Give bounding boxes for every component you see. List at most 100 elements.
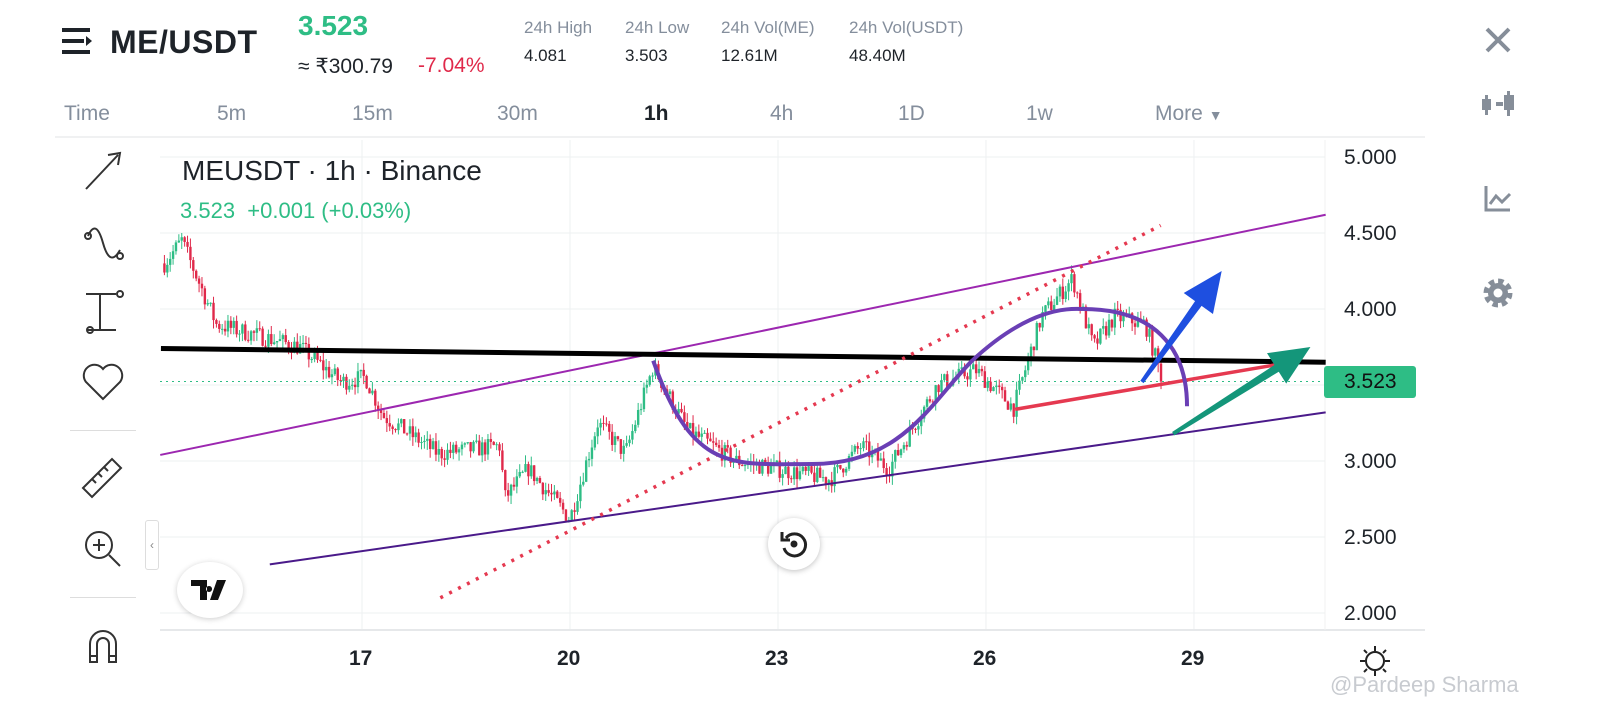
heart-icon[interactable]	[78, 357, 128, 407]
candle-body	[197, 278, 201, 284]
candle-body	[989, 381, 992, 392]
candle-body	[914, 428, 917, 430]
tradingview-logo[interactable]	[177, 562, 243, 618]
candle-body	[974, 364, 978, 374]
candle-body	[446, 449, 449, 460]
candle-body	[1078, 293, 1082, 309]
candle-body	[252, 331, 256, 333]
candle-body	[550, 492, 553, 495]
reset-icon	[780, 532, 808, 558]
trend-line	[269, 411, 1326, 566]
tab-1d[interactable]: 1D	[898, 102, 925, 125]
candle-body	[408, 426, 412, 434]
candle-body	[769, 465, 773, 474]
stat-value: 12.61M	[721, 46, 778, 65]
candle-body	[862, 441, 865, 449]
ruler-icon[interactable]	[78, 452, 128, 502]
candle-body	[891, 461, 894, 477]
candle-body	[454, 444, 458, 453]
candle-body	[813, 472, 816, 482]
collapse-toolbar-button[interactable]: ‹	[145, 520, 159, 570]
tab-1h[interactable]: 1h	[644, 102, 669, 125]
x-tick: 29	[1181, 647, 1205, 670]
candle-body	[582, 481, 585, 485]
candle-body	[241, 324, 244, 334]
candle-body	[437, 448, 441, 455]
tab-more[interactable]: More ▼	[1155, 102, 1223, 126]
stat-value: 3.503	[625, 46, 668, 65]
measure-bar-icon[interactable]	[78, 288, 128, 338]
tab-1w[interactable]: 1w	[1026, 102, 1053, 125]
candle-body	[498, 444, 501, 451]
curve-icon[interactable]	[78, 218, 128, 268]
candle-body	[1087, 324, 1091, 329]
candle-body	[226, 320, 230, 332]
trend-line	[160, 213, 1326, 456]
candle-body	[816, 467, 819, 482]
tab-time[interactable]: Time	[64, 102, 110, 125]
pair-title[interactable]: ME/USDT	[110, 24, 258, 60]
candle-body	[810, 466, 813, 473]
candle-body	[417, 432, 420, 443]
candle-body	[934, 385, 937, 402]
candle-body	[642, 387, 646, 410]
tab-5m[interactable]: 5m	[217, 102, 247, 125]
candle-body	[1000, 386, 1004, 391]
candle-body	[587, 458, 591, 461]
candle-body	[807, 466, 810, 471]
tab-4h[interactable]: 4h	[770, 102, 794, 125]
y-tick: 2.000	[1344, 602, 1397, 625]
candle-body	[972, 364, 975, 370]
candle-body	[680, 408, 683, 413]
candle-body	[564, 509, 568, 521]
tradingview-icon	[191, 580, 226, 600]
candle-body	[1038, 323, 1041, 328]
magnet-icon[interactable]	[78, 622, 128, 672]
trend-arrow-icon[interactable]	[78, 147, 128, 197]
candle-body	[836, 464, 839, 468]
candle-body	[480, 442, 484, 456]
candle-body	[1026, 358, 1030, 371]
candle-body	[504, 470, 507, 491]
candle-body	[1041, 312, 1044, 328]
candle-body	[561, 502, 565, 510]
candle-body	[486, 439, 490, 455]
candle-body	[686, 421, 689, 429]
candle-body	[1136, 318, 1140, 327]
candle-body	[1021, 377, 1024, 381]
candle-body	[238, 333, 241, 335]
candle-body	[1099, 328, 1102, 344]
candle-body	[709, 438, 712, 442]
candle-body	[928, 399, 932, 402]
candle-body	[821, 477, 825, 479]
candle-body	[593, 436, 597, 448]
candle-body	[310, 359, 313, 361]
brightness-icon[interactable]	[1358, 644, 1392, 678]
reset-chart-button[interactable]	[768, 518, 820, 570]
tab-30m[interactable]: 30m	[497, 102, 538, 125]
candle-body	[287, 342, 290, 350]
settings-gear-icon[interactable]	[1478, 273, 1518, 313]
menu-icon[interactable]	[62, 27, 94, 55]
candle-body	[899, 449, 903, 456]
candle-type-icon[interactable]	[1478, 86, 1518, 126]
indicators-icon[interactable]	[1478, 178, 1518, 218]
candle-body	[628, 439, 631, 444]
candle-body	[509, 484, 513, 496]
chart-legend-title: MEUSDT · 1h · Binance	[182, 155, 482, 186]
close-icon[interactable]	[1478, 20, 1518, 60]
candle-body	[1102, 326, 1105, 329]
candle-body	[345, 376, 348, 390]
candle-body	[194, 270, 198, 279]
candle-body	[350, 384, 354, 386]
candle-body	[521, 471, 524, 473]
candle-body	[1159, 363, 1163, 382]
candle-body	[645, 384, 649, 388]
tab-15m[interactable]: 15m	[352, 102, 393, 125]
candle-body	[460, 444, 464, 450]
candle-body	[339, 380, 342, 382]
zoom-in-icon[interactable]	[78, 522, 128, 572]
candle-body	[885, 468, 888, 476]
candle-body	[703, 432, 706, 434]
